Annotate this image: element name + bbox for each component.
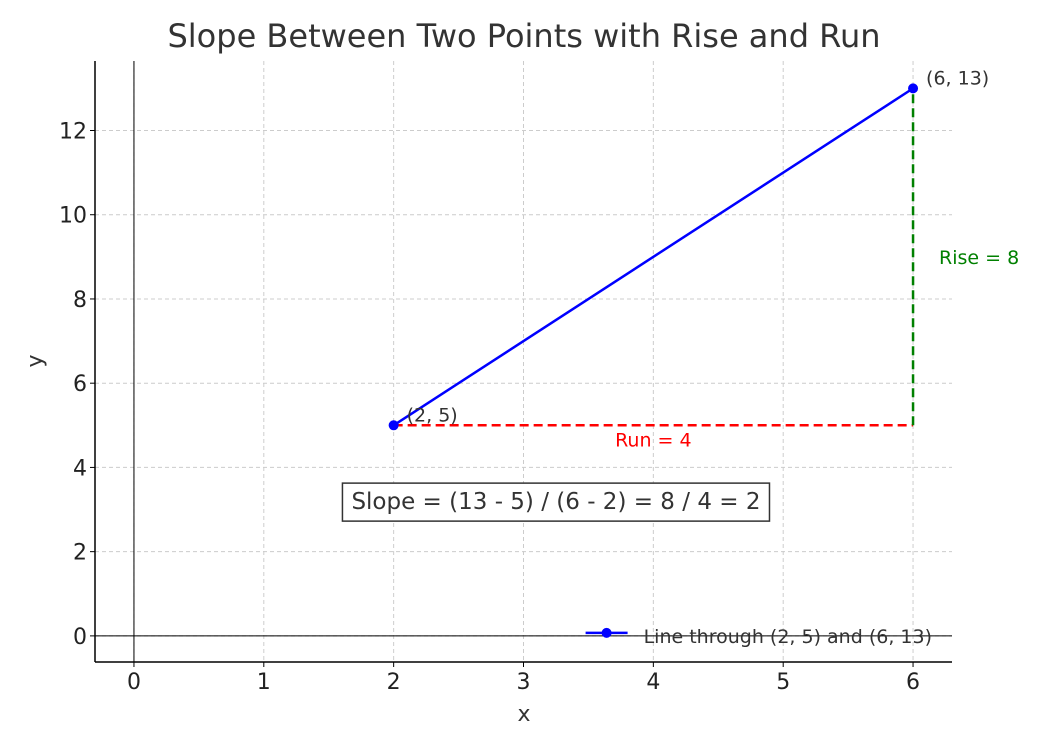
point-labels: (2, 5) (6, 13) (407, 67, 990, 426)
data-point (388, 420, 399, 431)
legend: Line through (2, 5) and (6, 13) (585, 626, 932, 648)
x-tick-label: 4 (646, 670, 660, 695)
x-tick-label: 1 (257, 670, 271, 695)
y-tick-label: 8 (73, 288, 87, 313)
x-axis-label: x (517, 702, 530, 727)
grid (95, 61, 952, 662)
legend-swatch-marker (601, 627, 612, 638)
x-ticks: 0 1 2 3 4 5 6 (127, 662, 920, 695)
y-tick-label: 6 (73, 372, 87, 397)
y-tick-label: 10 (59, 204, 87, 229)
chart-title: Slope Between Two Points with Rise and R… (167, 17, 880, 55)
y-tick-label: 0 (73, 625, 87, 650)
run-label: Run = 4 (615, 429, 692, 451)
y-tick-label: 4 (73, 456, 87, 481)
x-tick-label: 3 (517, 670, 531, 695)
x-tick-label: 6 (906, 670, 920, 695)
x-tick-label: 0 (127, 670, 141, 695)
series (388, 83, 919, 431)
point-label: (2, 5) (407, 404, 458, 426)
slope-annotation-text: Slope = (13 - 5) / (6 - 2) = 8 / 4 = 2 (351, 489, 760, 515)
y-tick-label: 2 (73, 541, 87, 566)
point-label: (6, 13) (926, 67, 989, 89)
rise-run-guides: Run = 4 Rise = 8 (393, 88, 1019, 451)
slope-annotation: Slope = (13 - 5) / (6 - 2) = 8 / 4 = 2 (341, 482, 771, 522)
x-tick-label: 5 (776, 670, 790, 695)
reference-axes (95, 61, 952, 662)
series-line (392, 87, 914, 427)
y-tick-label: 12 (59, 119, 87, 144)
axes-spines (94, 61, 952, 663)
rise-label: Rise = 8 (939, 247, 1019, 269)
data-point (908, 83, 919, 94)
slope-annotation-box (341, 482, 771, 522)
y-axis-label: y (23, 354, 48, 367)
legend-label: Line through (2, 5) and (6, 13) (644, 626, 932, 648)
x-tick-label: 2 (387, 670, 401, 695)
y-ticks: 0 2 4 6 8 10 12 (59, 119, 95, 650)
